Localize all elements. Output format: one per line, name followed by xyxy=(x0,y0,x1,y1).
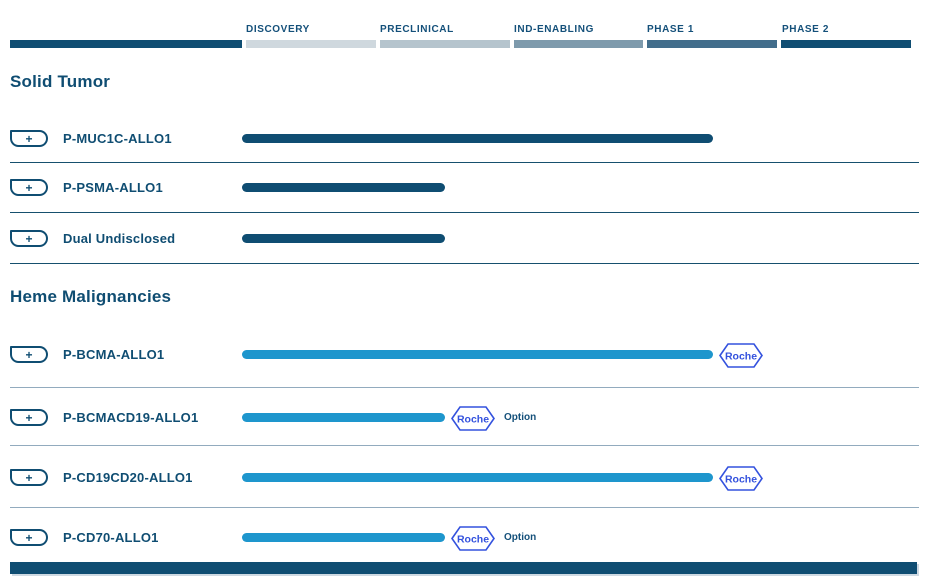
roche-hexagon-icon xyxy=(719,343,763,368)
progress-bar xyxy=(242,350,713,359)
option-label: Option xyxy=(504,412,537,423)
progress-bar xyxy=(242,183,445,192)
expand-button[interactable]: + xyxy=(10,346,48,363)
partner-badge-roche: Roche xyxy=(451,526,495,551)
expand-button[interactable]: + xyxy=(10,130,48,147)
phase-label: DISCOVERY xyxy=(246,24,310,35)
phase-track-segment xyxy=(781,40,911,48)
phase-track-segment xyxy=(10,40,242,48)
partner-badge-text: Roche xyxy=(725,474,757,486)
phase-track-segment xyxy=(246,40,376,48)
phase-track-segment xyxy=(380,40,510,48)
row-divider xyxy=(10,507,919,508)
footer-bar xyxy=(10,562,917,574)
phase-track-segment xyxy=(514,40,643,48)
phase-label: PHASE 2 xyxy=(782,24,829,35)
progress-bar xyxy=(242,473,713,482)
expand-button[interactable]: + xyxy=(10,409,48,426)
section-heading: Heme Malignancies xyxy=(10,287,172,306)
program-name: P-BCMACD19-ALLO1 xyxy=(63,410,199,425)
partner-badge-text: Roche xyxy=(457,534,489,546)
partner-badge-roche: Roche xyxy=(451,406,495,431)
program-name: P-CD70-ALLO1 xyxy=(63,530,159,545)
progress-bar xyxy=(242,533,445,542)
program-name: P-PSMA-ALLO1 xyxy=(63,180,163,195)
row-divider xyxy=(10,387,919,388)
program-name: P-MUC1C-ALLO1 xyxy=(63,131,172,146)
phase-label: PHASE 1 xyxy=(647,24,694,35)
expand-button[interactable]: + xyxy=(10,469,48,486)
option-label: Option xyxy=(504,532,537,543)
expand-button[interactable]: + xyxy=(10,179,48,196)
row-divider xyxy=(10,445,919,446)
progress-bar xyxy=(242,234,445,243)
phase-label: IND-ENABLING xyxy=(514,24,594,35)
roche-hexagon-icon xyxy=(451,406,495,431)
program-name: P-BCMA-ALLO1 xyxy=(63,347,165,362)
row-divider xyxy=(10,162,919,163)
partner-badge-roche: Roche xyxy=(719,343,763,368)
partner-badge-text: Roche xyxy=(725,351,757,363)
phase-track-segment xyxy=(647,40,777,48)
row-divider xyxy=(10,263,919,264)
progress-bar xyxy=(242,413,445,422)
program-name: P-CD19CD20-ALLO1 xyxy=(63,470,193,485)
partner-badge-text: Roche xyxy=(457,414,489,426)
roche-hexagon-icon xyxy=(719,466,763,491)
roche-hexagon-icon xyxy=(451,526,495,551)
expand-button[interactable]: + xyxy=(10,529,48,546)
expand-button[interactable]: + xyxy=(10,230,48,247)
partner-badge-roche: Roche xyxy=(719,466,763,491)
program-name: Dual Undisclosed xyxy=(63,231,176,246)
progress-bar xyxy=(242,134,713,143)
section-heading: Solid Tumor xyxy=(10,72,111,91)
row-divider xyxy=(10,212,919,213)
phase-label: PRECLINICAL xyxy=(380,24,454,35)
